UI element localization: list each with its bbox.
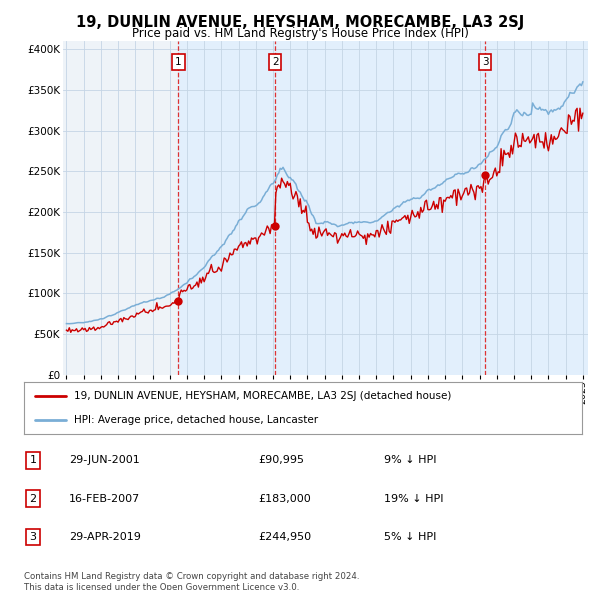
Text: 16-FEB-2007: 16-FEB-2007 [69, 494, 140, 503]
Bar [275, 41, 485, 375]
Text: 29-APR-2019: 29-APR-2019 [69, 532, 141, 542]
Text: £90,995: £90,995 [258, 455, 304, 465]
Text: 19% ↓ HPI: 19% ↓ HPI [384, 494, 443, 503]
Bar [485, 41, 600, 375]
Text: 2: 2 [272, 57, 278, 67]
Text: HPI: Average price, detached house, Lancaster: HPI: Average price, detached house, Lanc… [74, 415, 319, 425]
Text: 5% ↓ HPI: 5% ↓ HPI [384, 532, 436, 542]
Text: 1: 1 [175, 57, 182, 67]
Text: 3: 3 [482, 57, 488, 67]
Text: 29-JUN-2001: 29-JUN-2001 [69, 455, 140, 465]
Text: 3: 3 [29, 532, 37, 542]
Text: Price paid vs. HM Land Registry's House Price Index (HPI): Price paid vs. HM Land Registry's House … [131, 27, 469, 40]
Text: £244,950: £244,950 [258, 532, 311, 542]
Text: 19, DUNLIN AVENUE, HEYSHAM, MORECAMBE, LA3 2SJ: 19, DUNLIN AVENUE, HEYSHAM, MORECAMBE, L… [76, 15, 524, 30]
Text: Contains HM Land Registry data © Crown copyright and database right 2024.
This d: Contains HM Land Registry data © Crown c… [24, 572, 359, 590]
Bar [178, 41, 275, 375]
Text: 1: 1 [29, 455, 37, 465]
Text: £183,000: £183,000 [258, 494, 311, 503]
Text: 2: 2 [29, 494, 37, 503]
Text: 19, DUNLIN AVENUE, HEYSHAM, MORECAMBE, LA3 2SJ (detached house): 19, DUNLIN AVENUE, HEYSHAM, MORECAMBE, L… [74, 391, 452, 401]
Text: 9% ↓ HPI: 9% ↓ HPI [384, 455, 437, 465]
